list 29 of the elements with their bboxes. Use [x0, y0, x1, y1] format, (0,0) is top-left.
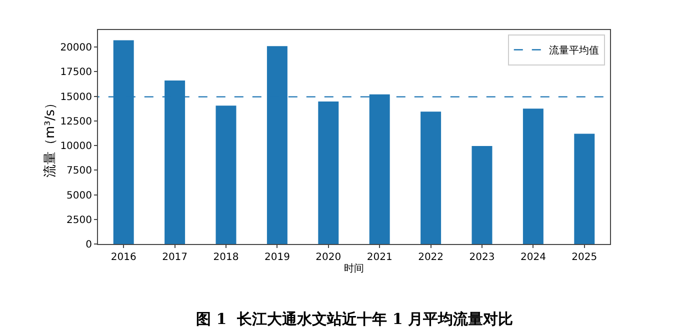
bar	[574, 134, 595, 244]
y-tick-label: 20000	[60, 42, 92, 54]
x-axis-title: 时间	[344, 262, 364, 274]
y-tick-label: 2500	[66, 214, 92, 226]
y-tick-label: 7500	[66, 166, 92, 177]
y-tick-label: 12500	[60, 116, 92, 128]
bar	[420, 112, 442, 244]
legend-label: 流量平均值	[548, 44, 599, 57]
y-tick-label: 0	[86, 240, 92, 250]
y-tick-label: 10000	[60, 141, 92, 152]
y-tick-label: 17500	[60, 67, 92, 78]
x-tick-label: 2020	[316, 252, 342, 263]
x-tick-label: 2022	[418, 252, 444, 263]
bar	[522, 108, 544, 244]
y-axis-title: 流量（m³/s）	[42, 96, 58, 178]
x-tick-label: 2021	[366, 252, 392, 263]
x-tick-label: 2016	[110, 252, 136, 263]
x-tick-label: 2017	[162, 252, 188, 263]
y-tick-label: 15000	[60, 92, 92, 103]
bar	[318, 102, 339, 244]
bar	[472, 146, 492, 244]
caption: 图 1 长江大通水文站近十年 1 月平均流量对比	[196, 310, 513, 328]
y-tick-label: 5000	[66, 190, 92, 202]
x-tick-label: 2018	[213, 252, 239, 263]
x-tick-label: 2024	[520, 252, 546, 263]
x-tick-label: 2025	[572, 252, 598, 263]
bar	[216, 106, 236, 244]
x-tick-label: 2023	[469, 252, 495, 263]
x-tick-label: 2019	[264, 252, 290, 263]
